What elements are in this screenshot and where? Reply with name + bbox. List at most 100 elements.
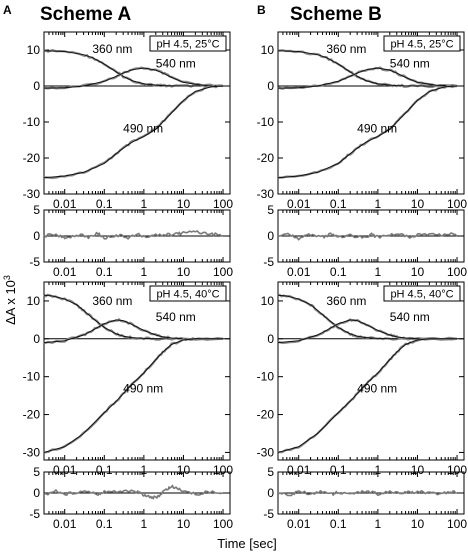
column-letter-a: A: [3, 3, 12, 17]
y-tick-label: 0: [267, 332, 274, 346]
residual-trace: [43, 230, 224, 240]
x-tick-label: 1: [141, 517, 148, 531]
x-tick-label: 100: [213, 197, 233, 211]
plot-frame: [277, 281, 465, 461]
x-tick-label: 10: [411, 265, 425, 279]
x-tick-label: 10: [177, 265, 191, 279]
y-tick-label: 10: [261, 43, 275, 57]
x-tick-label: 0.01: [287, 265, 311, 279]
x-tick-label: 0.1: [330, 517, 347, 531]
fit-curve-540-nm: [277, 67, 458, 89]
x-tick-label: 10: [411, 463, 425, 477]
fit-curve-540-nm: [43, 67, 224, 89]
x-tick-label: 100: [447, 265, 467, 279]
x-tick-label: 10: [411, 517, 425, 531]
residual-trace: [43, 484, 224, 500]
y-tick-label: -5: [263, 255, 274, 269]
x-tick-label: 100: [213, 265, 233, 279]
fit-curve-360-nm: [43, 294, 224, 340]
x-tick-label: 1: [141, 463, 148, 477]
x-tick-label: 0.1: [96, 265, 113, 279]
y-tick-label: 0: [267, 229, 274, 243]
series-label: 540 nm: [390, 310, 430, 324]
x-tick-label: 0.1: [96, 197, 113, 211]
fit-curve-490-nm: [277, 85, 458, 179]
series-label: 360 nm: [92, 294, 132, 308]
y-tick-label: 5: [33, 203, 40, 217]
y-axis-label-prefix: ΔA x 10: [3, 280, 18, 325]
x-tick-label: 1: [375, 463, 382, 477]
x-tick-label: 0.01: [53, 197, 77, 211]
y-axis-label: ΔA x 103: [2, 275, 18, 325]
condition-label: pH 4.5, 25°C: [156, 39, 219, 51]
x-tick-label: 0.01: [287, 517, 311, 531]
y-tick-label: -5: [29, 507, 40, 521]
series-label: 490 nm: [123, 381, 163, 395]
x-tick-label: 10: [177, 517, 191, 531]
condition-box: [149, 35, 227, 52]
y-tick-label: -5: [263, 507, 274, 521]
series-label: 490 nm: [357, 121, 397, 135]
y-tick-label: 0: [267, 486, 274, 500]
y-tick-label: -10: [257, 115, 275, 129]
y-tick-label: -30: [257, 445, 275, 459]
series-label: 360 nm: [92, 42, 132, 56]
y-tick-label: -5: [29, 255, 40, 269]
fit-curve-360-nm: [43, 50, 224, 87]
condition-label: pH 4.5, 40°C: [390, 289, 453, 301]
x-tick-label: 100: [447, 463, 467, 477]
y-tick-label: -10: [257, 370, 275, 384]
x-tick-label: 10: [177, 197, 191, 211]
y-tick-label: -30: [257, 187, 275, 201]
series-label: 540 nm: [156, 57, 196, 71]
x-tick-label: 100: [447, 197, 467, 211]
residual-trace: [277, 489, 458, 497]
x-tick-label: 1: [141, 265, 148, 279]
x-tick-label: 1: [375, 517, 382, 531]
data-trace-540-nm: [277, 318, 458, 345]
series-label: 360 nm: [326, 294, 366, 308]
x-tick-label: 10: [411, 197, 425, 211]
y-tick-label: 10: [261, 294, 275, 308]
condition-label: pH 4.5, 40°C: [156, 289, 219, 301]
column-title-a: Scheme A: [40, 4, 131, 25]
y-tick-label: -30: [23, 445, 41, 459]
fit-curve-540-nm: [277, 319, 458, 344]
y-tick-label: -30: [23, 187, 41, 201]
y-axis-label-exponent: 3: [2, 275, 12, 280]
panel-B-top-resid: 0.01 0.1 1 10 100 -5 0 5: [263, 203, 467, 279]
condition-box: [149, 285, 227, 302]
y-tick-label: -20: [257, 151, 275, 165]
y-tick-label: -20: [23, 151, 41, 165]
series-label: 360 nm: [326, 42, 366, 56]
series-label: 540 nm: [390, 57, 430, 71]
y-tick-label: -10: [23, 115, 41, 129]
y-tick-label: 5: [267, 465, 274, 479]
series-label: 490 nm: [357, 381, 397, 395]
y-tick-label: 0: [33, 332, 40, 346]
panel-B-bottom-resid: 0.01 0.1 1 10 100 -5 0 5: [263, 465, 467, 531]
column-title-b: Scheme B: [290, 4, 382, 25]
x-tick-label: 0.01: [287, 197, 311, 211]
panel-A-bottom-resid: 0.01 0.1 1 10 100 -5 0 5: [29, 465, 233, 531]
panel-A-top-resid: 0.01 0.1 1 10 100 -5 0 5: [29, 203, 233, 279]
plot-frame: [277, 31, 465, 195]
x-tick-label: 1: [375, 265, 382, 279]
y-tick-label: -20: [23, 408, 41, 422]
y-tick-label: 5: [33, 465, 40, 479]
panel-A-top: 0.01 0.1 1 10 100 -30 -20 -10 0 10 360 nm 540 nm 490…: [23, 31, 233, 211]
y-tick-label: 5: [267, 203, 274, 217]
panel-B-top: 0.01 0.1 1 10 100 -30 -20 -10 0 10 360 nm 540 nm 490…: [257, 31, 467, 211]
x-tick-label: 0.1: [330, 197, 347, 211]
x-axis-label: Time [sec]: [217, 536, 276, 551]
x-tick-label: 10: [177, 463, 191, 477]
y-tick-label: -10: [23, 370, 41, 384]
x-tick-label: 0.01: [53, 265, 77, 279]
y-tick-label: 0: [33, 79, 40, 93]
plot-frame: [43, 281, 231, 461]
residual-trace: [277, 232, 458, 241]
fit-curve-360-nm: [277, 294, 458, 340]
fit-curve-490-nm: [277, 338, 458, 453]
